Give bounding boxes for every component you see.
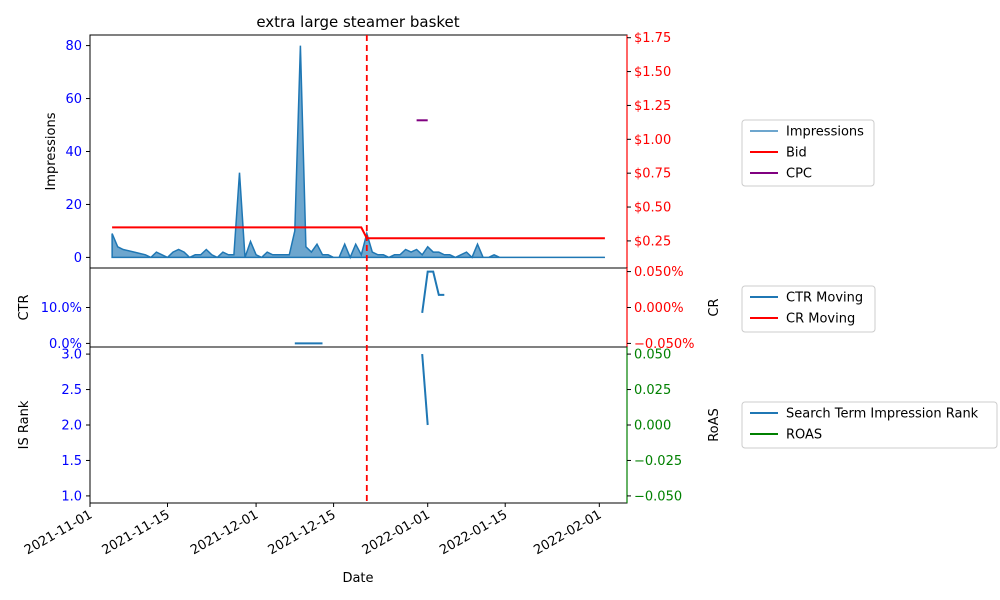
series-ctr-moving-line (421, 270, 445, 314)
chart-title: extra large steamer basket (256, 13, 459, 31)
panel-3-y2tick-label: −0.050 (634, 489, 682, 504)
panel-1-y2tick-label: $1.00 (634, 133, 671, 148)
panel-1-y2tick-label: $1.75 (634, 31, 671, 46)
panel-2-y2tick-label: 0.050% (634, 265, 684, 280)
x-tick-label: 2021-11-15 (100, 507, 173, 558)
panel-2-y2label: CR (707, 298, 722, 316)
panel-1-y2tick-label: $0.75 (634, 167, 671, 182)
legend-2-label: CTR Moving (786, 291, 863, 306)
panel-1-ytick-label: 60 (65, 92, 82, 107)
panel-1-y2tick-label: $1.50 (634, 65, 671, 80)
x-tick-label: 2021-12-01 (188, 507, 261, 558)
series-impressions-area (111, 45, 606, 260)
panel-2-y2tick-label: 0.000% (634, 301, 684, 316)
panel-3-y2tick-label: 0.025 (634, 383, 671, 398)
x-tick-label: 2022-01-15 (437, 507, 510, 558)
legend-3-label: Search Term Impression Rank (786, 407, 979, 422)
panel-3-ytick-label: 1.5 (61, 454, 82, 469)
legend-1-label: CPC (786, 167, 812, 182)
panel-1-y2tick-label: $0.50 (634, 201, 671, 216)
panel-3-y2label: RoAS (707, 408, 722, 442)
panel-1-ytick-label: 20 (65, 198, 82, 213)
panel-2-frame (89, 267, 628, 348)
panel-1-ytick-label: 40 (65, 145, 82, 160)
panel-3-y2tick-label: 0.050 (634, 348, 671, 363)
panel-3-ytick-label: 1.0 (61, 489, 82, 504)
legend-1-box (741, 119, 875, 187)
panel-1-ylabel: Impressions (44, 112, 59, 190)
panel-2-ytick-label: 0.0% (49, 337, 82, 352)
panel-1-frame (89, 34, 628, 269)
panel-3-ytick-label: 2.0 (61, 419, 82, 434)
panel-3-ytick-label: 2.5 (61, 383, 82, 398)
panel-3-frame (89, 346, 628, 504)
legend-1-label: Bid (786, 146, 807, 161)
panel-3-ylabel: IS Rank (17, 400, 32, 449)
panel-3-ytick-label: 3.0 (61, 348, 82, 363)
panel-1-ytick-label: 0 (74, 251, 82, 266)
x-tick-label: 2022-01-01 (360, 507, 433, 558)
x-axis-label: Date (342, 571, 373, 586)
panel-1-y2tick-label: $0.25 (634, 234, 671, 249)
legend-2-label: CR Moving (786, 312, 855, 327)
panel-3-y2tick-label: −0.025 (634, 454, 682, 469)
legend-1-label: Impressions (786, 125, 864, 140)
x-tick-label: 2021-12-15 (266, 507, 339, 558)
series-search-term-impression-rank-line (421, 354, 429, 426)
legend-3-box (741, 401, 998, 449)
panel-1-y2tick-label: $1.25 (634, 99, 671, 114)
x-tick-label: 2022-02-01 (531, 507, 604, 558)
x-tick-label: 2021-11-01 (22, 507, 95, 558)
series-bid-line (112, 226, 605, 240)
panel-2-ytick-label: 10.0% (41, 301, 82, 316)
panel-2-ylabel: CTR (17, 294, 32, 320)
legend-3-label: ROAS (786, 428, 822, 443)
axes-layer: 0 20 40 60 80 $0.25 $0.50 $0.75 $1.00 $1.25 $1.50 $… (17, 31, 998, 558)
panel-3-y2tick-label: 0.000 (634, 419, 671, 434)
panel-1-ytick-label: 80 (65, 39, 82, 54)
panel-2-y2tick-label: −0.050% (634, 337, 694, 352)
